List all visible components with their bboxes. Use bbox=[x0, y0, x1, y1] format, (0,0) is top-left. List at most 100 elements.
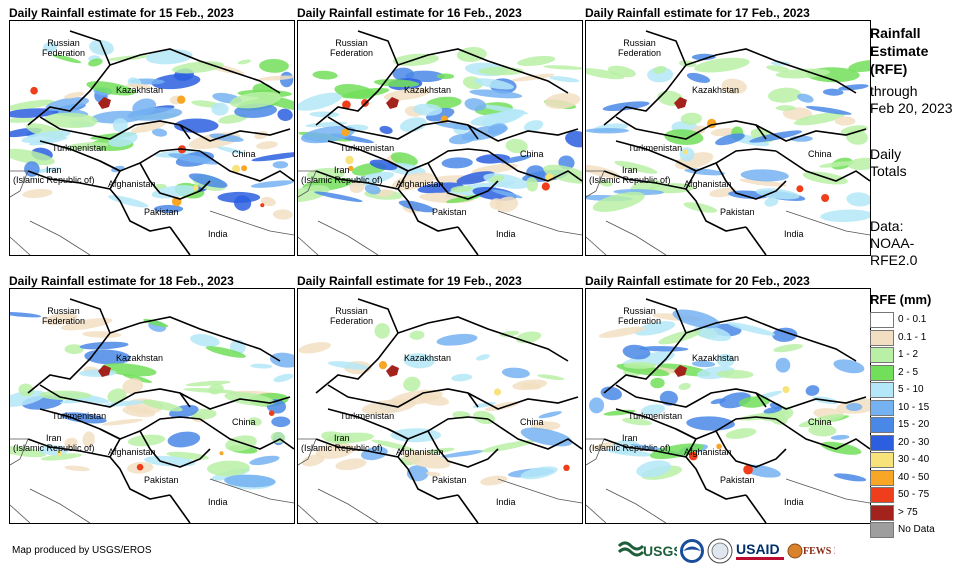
sidebar-title: Rainfall Estimate (RFE) bbox=[870, 24, 928, 78]
legend-swatch bbox=[870, 522, 894, 538]
legend-swatch bbox=[870, 382, 894, 398]
country-border bbox=[99, 160, 122, 190]
secondary-border bbox=[497, 478, 582, 504]
country-label-india: India bbox=[208, 229, 228, 239]
country-label-iran: Iran (Islamic Republic of) bbox=[589, 433, 671, 453]
country-border bbox=[427, 162, 499, 200]
rain-blob bbox=[846, 403, 863, 411]
country-border bbox=[715, 162, 787, 200]
legend-swatch bbox=[870, 347, 894, 363]
rain-blob bbox=[272, 161, 289, 169]
secondary-border bbox=[29, 220, 91, 255]
rain-blob bbox=[84, 349, 131, 365]
country-border bbox=[327, 116, 479, 140]
legend-label: 30 - 40 bbox=[898, 454, 930, 465]
secondary-border bbox=[10, 504, 31, 523]
map-panel: Daily Rainfall estimate for 18 Feb., 202… bbox=[9, 274, 295, 526]
rain-blob bbox=[271, 416, 291, 428]
country-label-pakistan: Pakistan bbox=[144, 475, 179, 485]
rain-blob bbox=[207, 460, 250, 477]
rain-blob bbox=[480, 475, 508, 486]
country-label-russia: Russian Federation bbox=[618, 306, 662, 326]
rain-hotspot bbox=[345, 155, 354, 165]
rain-blob bbox=[10, 99, 54, 111]
rain-blob bbox=[277, 108, 293, 121]
rain-blob bbox=[152, 128, 168, 137]
secondary-border bbox=[209, 210, 294, 236]
rain-blob bbox=[151, 185, 196, 199]
rain-blob bbox=[805, 385, 820, 396]
rain-hotspot bbox=[219, 451, 224, 456]
country-border bbox=[39, 408, 201, 440]
rain-blob bbox=[251, 151, 294, 162]
rain-blob bbox=[491, 189, 523, 199]
country-border bbox=[327, 384, 479, 408]
rain-blob bbox=[10, 446, 47, 458]
rain-blob bbox=[86, 81, 136, 96]
rain-blob bbox=[797, 93, 814, 103]
rain-blob bbox=[22, 189, 53, 198]
country-border bbox=[327, 140, 489, 172]
rain-blob bbox=[523, 120, 544, 132]
legend-swatch bbox=[870, 399, 894, 416]
country-border bbox=[199, 150, 294, 182]
rain-blob bbox=[517, 55, 556, 67]
rain-blob bbox=[680, 112, 703, 125]
rain-blob bbox=[10, 312, 42, 318]
rainfall-map: Russian Federation Kazakhstan Turkmenistan… bbox=[585, 20, 871, 256]
rain-hotspot bbox=[494, 388, 501, 396]
map-graphic bbox=[586, 298, 870, 523]
country-label-turkmenistan: Turkmenistan bbox=[52, 143, 107, 153]
totals-text: Totals bbox=[870, 163, 907, 179]
rain-blob bbox=[10, 390, 46, 408]
rain-blob bbox=[450, 185, 473, 193]
country-border bbox=[39, 140, 201, 172]
rain-blob bbox=[426, 447, 455, 454]
rain-blob bbox=[725, 428, 757, 439]
rain-blob bbox=[88, 58, 103, 67]
rain-blob bbox=[664, 129, 704, 145]
rain-blob bbox=[21, 130, 71, 144]
rain-blob bbox=[40, 453, 82, 461]
rain-blob bbox=[599, 180, 613, 187]
rain-blob bbox=[335, 458, 367, 471]
rain-blob bbox=[183, 388, 236, 394]
rain-blob bbox=[658, 329, 701, 345]
rain-blob bbox=[127, 434, 166, 447]
rain-blob bbox=[649, 443, 704, 460]
rain-blob bbox=[474, 78, 514, 90]
country-label-pakistan: Pakistan bbox=[144, 207, 179, 217]
country-border bbox=[745, 226, 767, 255]
rain-blob bbox=[250, 180, 294, 188]
rain-blob bbox=[60, 412, 107, 424]
secondary-border bbox=[298, 236, 319, 255]
map-graphic bbox=[10, 30, 294, 255]
secondary-border bbox=[785, 478, 870, 504]
rain-hotspot bbox=[341, 128, 350, 137]
rain-blob bbox=[248, 417, 262, 426]
legend-swatch bbox=[870, 417, 894, 433]
legend-label: 2 - 5 bbox=[898, 366, 919, 378]
country-label-afghanistan: Afghanistan bbox=[684, 447, 732, 457]
aral-sea-marker bbox=[674, 97, 687, 109]
rain-hotspot bbox=[716, 443, 722, 450]
aral-sea-marker bbox=[674, 365, 687, 377]
rain-blob bbox=[185, 380, 231, 387]
rain-blob bbox=[716, 369, 754, 379]
rain-blob bbox=[312, 70, 338, 80]
aral-sea-marker bbox=[98, 365, 111, 377]
country-border bbox=[139, 162, 211, 200]
secondary-border bbox=[298, 170, 317, 198]
rain-hotspot bbox=[136, 463, 144, 471]
rain-blob bbox=[237, 59, 251, 65]
rain-blob bbox=[481, 109, 525, 127]
country-border bbox=[615, 116, 767, 140]
rain-blob bbox=[838, 84, 869, 91]
rain-blob bbox=[211, 102, 229, 116]
rain-blob bbox=[749, 130, 803, 143]
rain-blob bbox=[715, 133, 745, 146]
rain-blob bbox=[256, 141, 278, 150]
rain-hotspot bbox=[177, 95, 186, 104]
rain-blob bbox=[398, 200, 435, 213]
rain-blob bbox=[603, 409, 636, 416]
